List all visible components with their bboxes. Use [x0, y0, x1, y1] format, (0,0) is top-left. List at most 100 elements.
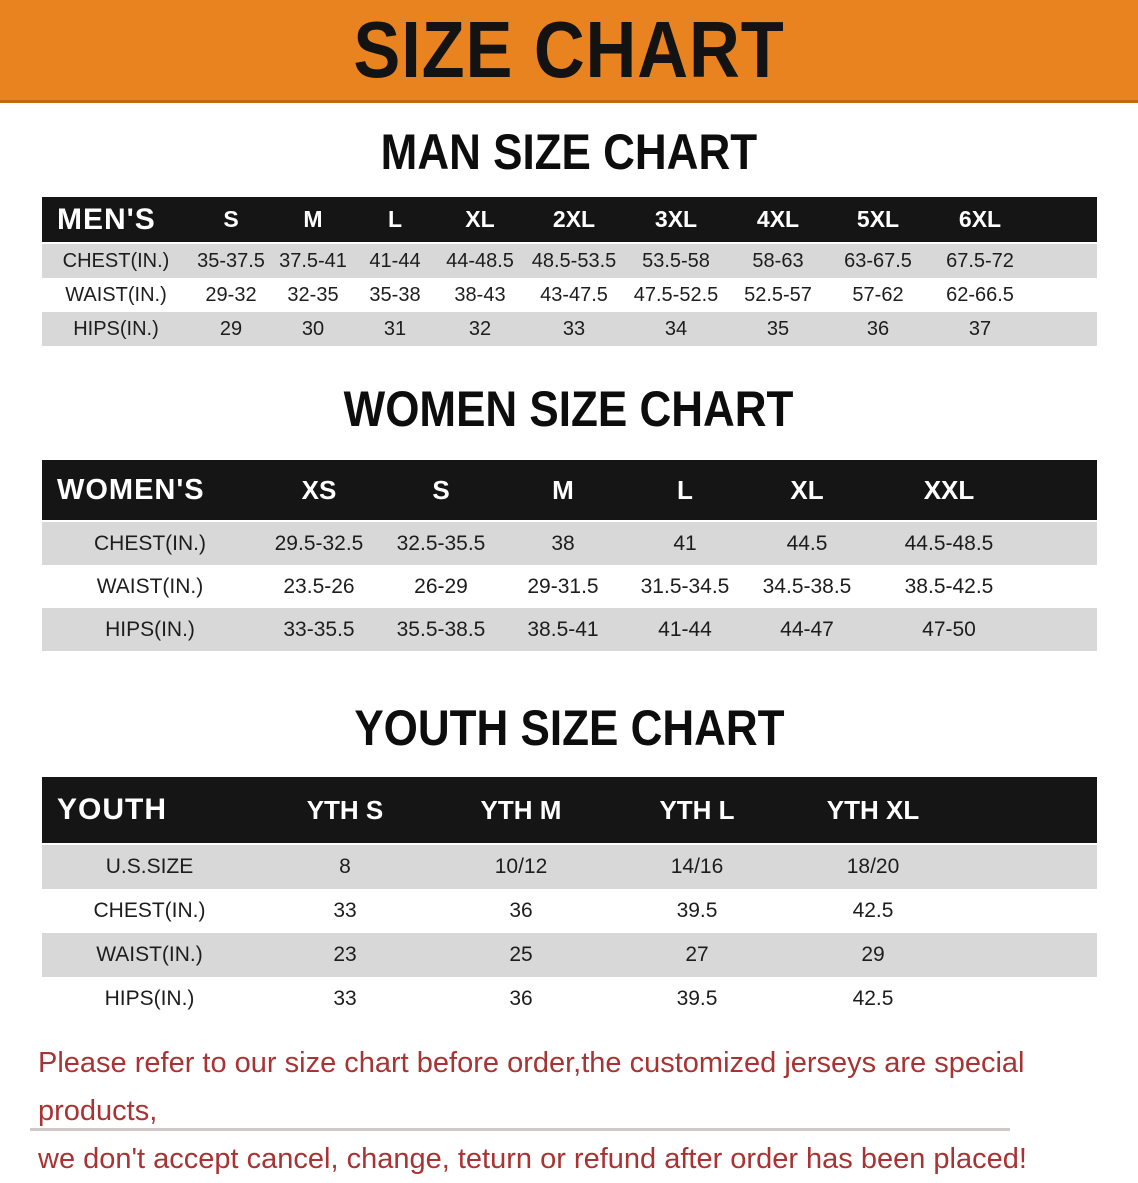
section-youth: YOUTH SIZE CHART YOUTH YTH S YTH M YTH L YTH…: [0, 701, 1138, 1021]
size-header-cell: L: [677, 474, 693, 505]
value-cell: 63-67.5: [844, 249, 912, 272]
row-label-cell: CHEST(IN.): [62, 249, 170, 272]
value-cell: 37.5-41: [279, 249, 347, 272]
men-size-table: MEN'S S M L XL 2XL 3XL 4XL 5XL 6XL CHEST(IN.) 35-37…: [42, 197, 1097, 346]
table-header-row: YOUTH YTH S YTH M YTH L YTH XL: [42, 777, 1097, 843]
value-cell: 23: [333, 943, 357, 966]
size-header-cell: S: [432, 474, 450, 505]
table-row: HIPS(IN.) 33-35.5 35.5-38.5 38.5-41 41-44 44-…: [42, 608, 1097, 651]
value-cell: 47-50: [922, 617, 976, 641]
value-cell: 44.5-48.5: [904, 531, 994, 555]
table-row: HIPS(IN.) 29 30 31 32 33 34 35 36 37: [42, 312, 1097, 346]
disclaimer-line-2: we don't accept cancel, change, teturn o…: [38, 1143, 1027, 1175]
row-label-cell: CHEST(IN.): [94, 531, 206, 555]
table-row: CHEST(IN.) 33 36 39.5 42.5: [42, 889, 1097, 933]
row-label-cell: HIPS(IN.): [104, 987, 195, 1010]
size-header-cell: 3XL: [654, 206, 698, 232]
value-cell: 25: [509, 943, 533, 966]
men-section-heading: MAN SIZE CHART: [0, 125, 1138, 179]
size-header-cell: XL: [465, 206, 495, 232]
value-cell: 32.5-35.5: [396, 531, 486, 555]
row-label-cell: HIPS(IN.): [73, 317, 159, 340]
value-cell: 33: [562, 317, 586, 340]
value-cell: 58-63: [752, 249, 804, 272]
size-header-cell: 5XL: [856, 206, 900, 232]
value-cell: 29.5-32.5: [274, 531, 364, 555]
value-cell: 47.5-52.5: [633, 283, 719, 306]
row-label-cell: CHEST(IN.): [93, 899, 206, 922]
value-cell: 23.5-26: [283, 574, 355, 598]
women-section-heading: WOMEN SIZE CHART: [0, 382, 1138, 436]
value-cell: 38.5-42.5: [904, 574, 994, 598]
size-header-cell: XL: [790, 474, 824, 505]
row-label-cell: WAIST(IN.): [96, 574, 204, 598]
value-cell: 38: [551, 531, 575, 555]
value-cell: 34.5-38.5: [762, 574, 852, 598]
value-cell: 57-62: [852, 283, 904, 306]
table-row: U.S.SIZE 8 10/12 14/16 18/20: [42, 845, 1097, 889]
size-header-cell: YTH S: [306, 794, 384, 825]
value-cell: 62-66.5: [946, 283, 1014, 306]
size-header-cell: 2XL: [552, 206, 596, 232]
youth-size-table: YOUTH YTH S YTH M YTH L YTH XL U.S.SIZE 8 10/12…: [42, 777, 1097, 1021]
value-cell: 30: [301, 317, 325, 340]
value-cell: 31: [383, 317, 407, 340]
value-cell: 36: [866, 317, 890, 340]
table-row: WAIST(IN.) 23 25 27 29: [42, 933, 1097, 977]
value-cell: 52.5-57: [744, 283, 812, 306]
disclaimer: Please refer to our size chart before or…: [38, 1039, 1138, 1183]
value-cell: 44-48.5: [446, 249, 514, 272]
value-cell: 31.5-34.5: [640, 574, 730, 598]
value-cell: 34: [664, 317, 688, 340]
value-cell: 27: [685, 943, 709, 966]
table-row: WAIST(IN.) 23.5-26 26-29 29-31.5 31.5-34.5 34…: [42, 565, 1097, 608]
table-row: CHEST(IN.) 35-37.5 37.5-41 41-44 44-48.5 48.5…: [42, 244, 1097, 278]
size-header-cell: YTH XL: [826, 794, 920, 825]
value-cell: 67.5-72: [946, 249, 1014, 272]
value-cell: 53.5-58: [642, 249, 710, 272]
value-cell: 29-31.5: [527, 574, 599, 598]
banner: SIZE CHART: [0, 0, 1138, 103]
value-cell: 43-47.5: [540, 283, 608, 306]
value-cell: 29: [861, 943, 885, 966]
table-row: CHEST(IN.) 29.5-32.5 32.5-35.5 38 41 44.5 44.5…: [42, 522, 1097, 565]
value-cell: 33: [333, 987, 357, 1010]
size-header-cell: 4XL: [756, 206, 800, 232]
category-header-cell: YOUTH: [57, 793, 167, 826]
table-header-row: WOMEN'S XS S M L XL XXL: [42, 460, 1097, 520]
size-header-cell: L: [387, 206, 403, 232]
value-cell: 37: [968, 317, 992, 340]
section-women: WOMEN SIZE CHART WOMEN'S XS S M L XL XXL CHEST(…: [0, 382, 1138, 651]
value-cell: 44-47: [780, 617, 834, 641]
row-label-cell: HIPS(IN.): [105, 617, 195, 641]
category-header-cell: WOMEN'S: [57, 473, 205, 506]
value-cell: 44.5: [786, 531, 828, 555]
size-header-cell: YTH M: [480, 794, 562, 825]
banner-title-text: SIZE CHART: [353, 5, 785, 94]
women-section-heading-text: WOMEN SIZE CHART: [344, 381, 794, 437]
value-cell: 35-38: [369, 283, 421, 306]
value-cell: 41: [673, 531, 697, 555]
value-cell: 26-29: [414, 574, 468, 598]
table-header-row: MEN'S S M L XL 2XL 3XL 4XL 5XL 6XL: [42, 197, 1097, 242]
disclaimer-line-1: Please refer to our size chart before or…: [38, 1047, 1025, 1127]
value-cell: 36: [509, 899, 533, 922]
women-size-table: WOMEN'S XS S M L XL XXL CHEST(IN.) 29.5-32.5 32.5…: [42, 460, 1097, 651]
value-cell: 35-37.5: [197, 249, 265, 272]
size-header-cell: 6XL: [958, 206, 1002, 232]
value-cell: 35.5-38.5: [396, 617, 486, 641]
value-cell: 41-44: [658, 617, 712, 641]
youth-section-heading: YOUTH SIZE CHART: [0, 701, 1138, 755]
size-header-cell: M: [552, 474, 574, 505]
size-header-cell: XS: [301, 474, 337, 505]
value-cell: 33: [333, 899, 357, 922]
row-label-cell: WAIST(IN.): [65, 283, 167, 306]
value-cell: 32: [468, 317, 492, 340]
banner-title: SIZE CHART: [324, 0, 814, 100]
men-section-heading-text: MAN SIZE CHART: [380, 124, 758, 180]
row-label-cell: U.S.SIZE: [105, 855, 194, 878]
bottom-divider: [30, 1128, 1010, 1131]
size-header-cell: S: [223, 206, 239, 232]
value-cell: 42.5: [852, 987, 894, 1010]
value-cell: 29: [219, 317, 243, 340]
